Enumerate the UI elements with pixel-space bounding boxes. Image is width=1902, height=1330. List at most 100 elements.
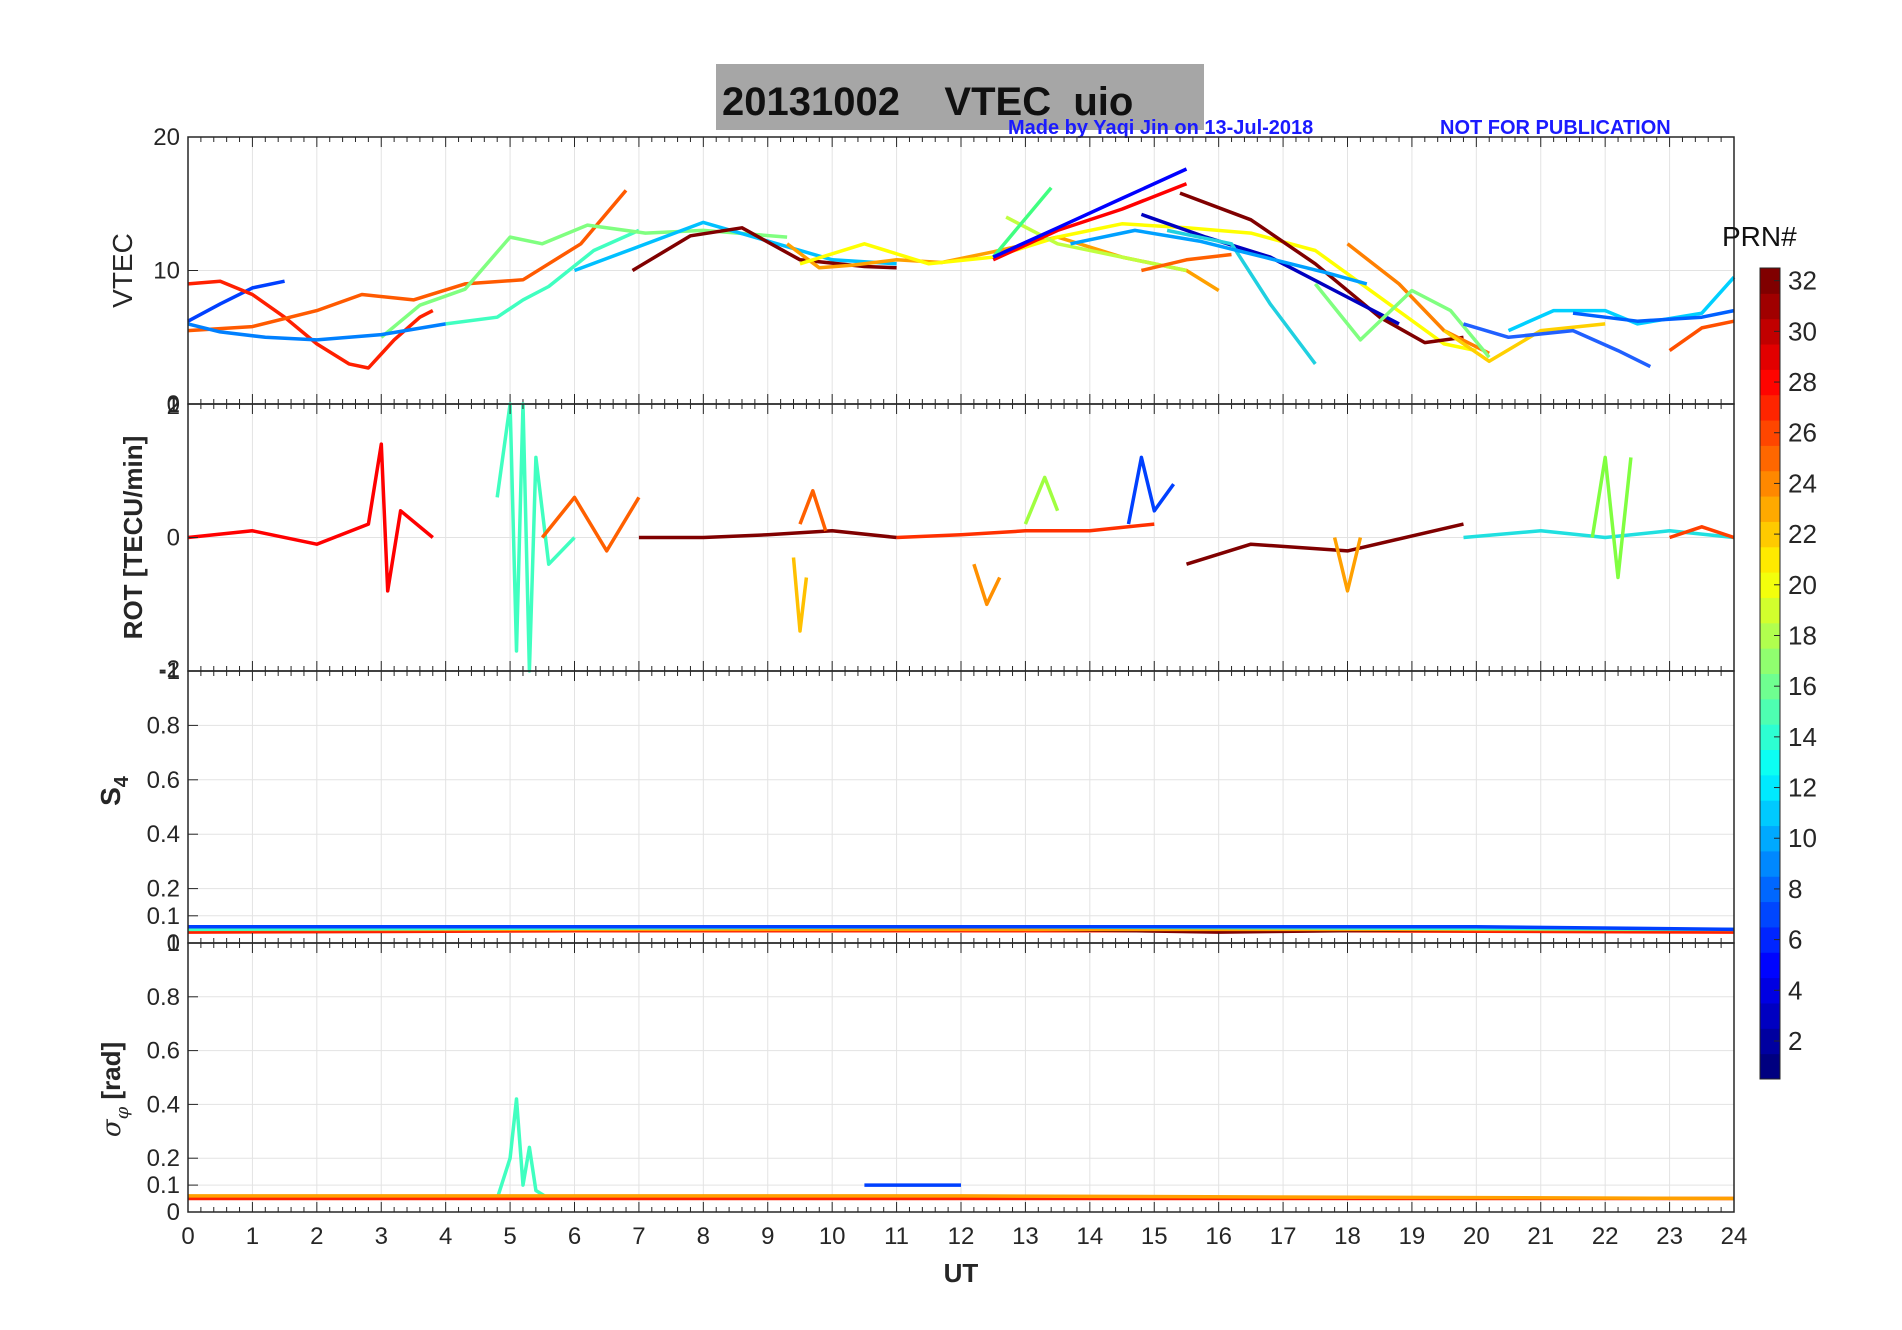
vtec-series-15 bbox=[1179, 191, 1464, 345]
colorbar-tick-label: 8 bbox=[1788, 874, 1802, 904]
rot-series-0 bbox=[187, 442, 434, 593]
colorbar-segment bbox=[1760, 496, 1780, 522]
notice-text: NOT FOR PUBLICATION bbox=[1440, 117, 1671, 139]
vtec-series-7 bbox=[631, 226, 897, 273]
y-tick-label: 1 bbox=[167, 391, 180, 418]
x-axis-label: UT bbox=[944, 1258, 979, 1288]
colorbar-segment bbox=[1760, 800, 1780, 827]
y-axis-label: S4 bbox=[95, 775, 133, 806]
y-tick-label: -1 bbox=[159, 658, 180, 685]
colorbar-tick-label: 26 bbox=[1788, 418, 1817, 448]
x-tick-label: 14 bbox=[1076, 1223, 1103, 1250]
vtec-series-13 bbox=[992, 167, 1188, 259]
y-tick-label: 0 bbox=[167, 391, 180, 418]
colorbar-segment bbox=[1760, 698, 1780, 725]
colorbar-tick-label: 30 bbox=[1788, 316, 1817, 346]
vtec-series-11 bbox=[991, 186, 1053, 259]
s4-series-4 bbox=[188, 924, 1735, 932]
rot-series-2 bbox=[540, 495, 641, 553]
y-tick-label: 0.4 bbox=[147, 821, 180, 848]
x-tick-label: 4 bbox=[439, 1223, 452, 1250]
x-tick-label: 21 bbox=[1527, 1223, 1554, 1250]
x-tick-label: 13 bbox=[1012, 1223, 1039, 1250]
colorbar-segment bbox=[1760, 369, 1780, 396]
x-tick-label: 10 bbox=[819, 1223, 846, 1250]
rot-series-7 bbox=[1023, 475, 1060, 525]
vtec-series-25 bbox=[1668, 319, 1735, 353]
colorbar-segment bbox=[1760, 268, 1780, 294]
vtec-series-23 bbox=[1507, 276, 1736, 333]
colorbar-tick-label: 2 bbox=[1788, 1026, 1802, 1056]
vtec-series-18 bbox=[1070, 228, 1368, 286]
colorbar-tick-label: 14 bbox=[1788, 722, 1817, 752]
vtec-series-17 bbox=[1166, 228, 1317, 365]
colorbar-segment bbox=[1760, 724, 1780, 751]
rot-series-14 bbox=[1669, 525, 1735, 540]
y-tick-label: 0 bbox=[167, 1199, 180, 1226]
colorbar-segment bbox=[1760, 344, 1780, 370]
vtec-series-12 bbox=[992, 182, 1188, 262]
colorbar-tick-label: 22 bbox=[1788, 519, 1817, 549]
colorbar-tick-label: 10 bbox=[1788, 823, 1817, 853]
vtec-series-14 bbox=[1140, 252, 1232, 273]
y-axis-label: ROT [TECU/min] bbox=[118, 436, 148, 640]
vtec-series-10 bbox=[1005, 215, 1187, 273]
x-tick-label: 17 bbox=[1270, 1223, 1297, 1250]
colorbar-segment bbox=[1760, 977, 1780, 1004]
colorbar-segment bbox=[1760, 521, 1780, 548]
y-axis-label: VTEC bbox=[107, 233, 138, 308]
colorbar-segment bbox=[1760, 774, 1780, 801]
colorbar-segment bbox=[1760, 622, 1780, 649]
rot-series-3 bbox=[638, 529, 897, 540]
panel-vtec: 0 10 20 VTEC bbox=[107, 124, 1736, 418]
x-tick-label: 19 bbox=[1399, 1223, 1426, 1250]
colorbar-segment bbox=[1760, 952, 1780, 979]
colorbar-segment bbox=[1760, 318, 1780, 345]
y-tick-label: 0.2 bbox=[147, 876, 180, 903]
rot-series-8 bbox=[972, 563, 1002, 607]
x-tick-label: 20 bbox=[1463, 1223, 1490, 1250]
y-tick-label: 0 bbox=[167, 930, 180, 957]
y-tick-label: 10 bbox=[153, 258, 180, 285]
sigma_phi-series-0 bbox=[495, 1097, 550, 1200]
colorbar-tick-label: 32 bbox=[1788, 266, 1817, 296]
y-tick-label: 0.6 bbox=[147, 767, 180, 794]
title-box bbox=[716, 64, 1204, 130]
vtec-series-5 bbox=[187, 322, 446, 342]
x-tick-label: 0 bbox=[181, 1223, 194, 1250]
colorbar-segment bbox=[1760, 901, 1780, 928]
colorbar-segment bbox=[1760, 926, 1780, 953]
colorbar-tick-label: 24 bbox=[1788, 468, 1817, 498]
colorbar-segment bbox=[1760, 850, 1780, 877]
x-tick-label: 6 bbox=[568, 1223, 581, 1250]
y-axis-label: σφ [rad] bbox=[96, 1042, 133, 1137]
colorbar-segment bbox=[1760, 445, 1780, 472]
colorbar-segment bbox=[1760, 825, 1780, 852]
y-tick-label: 0 bbox=[167, 525, 180, 552]
vtec-series-24 bbox=[1572, 308, 1735, 323]
colorbar-segment bbox=[1760, 470, 1780, 497]
x-tick-label: 3 bbox=[375, 1223, 388, 1250]
x-tick-label: 12 bbox=[948, 1223, 975, 1250]
y-tick-label: 0.1 bbox=[147, 903, 180, 930]
rot-series-13 bbox=[1590, 455, 1633, 580]
y-tick-label: 0.6 bbox=[147, 1038, 180, 1065]
vtec-series-21 bbox=[1443, 322, 1606, 364]
x-tick-label: 1 bbox=[246, 1223, 259, 1250]
rot-series-4 bbox=[791, 557, 809, 633]
vtec-series-6 bbox=[573, 220, 897, 273]
vtec-series-2 bbox=[187, 189, 628, 333]
colorbar-segment bbox=[1760, 293, 1780, 320]
colorbar-tick-label: 16 bbox=[1788, 671, 1817, 701]
colorbar-segment bbox=[1760, 546, 1780, 573]
x-tick-label: 15 bbox=[1141, 1223, 1168, 1250]
colorbar-segment bbox=[1760, 1002, 1780, 1029]
y-tick-label-overlap: -2 bbox=[159, 656, 180, 683]
vtec-series-1 bbox=[187, 279, 434, 370]
x-tick-label: 7 bbox=[632, 1223, 645, 1250]
colorbar-tick-label: 20 bbox=[1788, 570, 1817, 600]
